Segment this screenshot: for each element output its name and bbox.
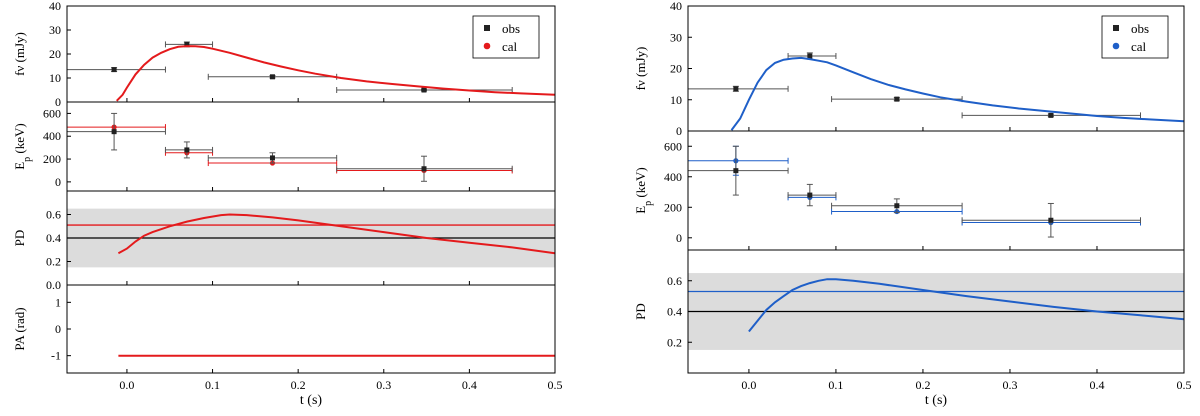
y-tick-label: 20 bbox=[49, 47, 61, 61]
panel-frame bbox=[66, 101, 556, 192]
x-tick-label: 0.0 bbox=[119, 378, 134, 392]
x-tick-label: 0.5 bbox=[1177, 378, 1192, 392]
model-curve bbox=[117, 213, 555, 255]
observed-point bbox=[336, 155, 513, 182]
y-axis-label: Ep (keV) bbox=[633, 167, 654, 214]
y-axis-label: fν (mJy) bbox=[12, 32, 27, 76]
observed-point bbox=[688, 145, 789, 196]
observed-point bbox=[787, 183, 837, 207]
observed-point bbox=[961, 112, 1141, 119]
y-tick-label: 30 bbox=[49, 23, 61, 37]
y-tick-label: 20 bbox=[670, 62, 682, 76]
y-axis-label: PA (rad) bbox=[12, 307, 27, 350]
y-tick-label: 40 bbox=[670, 0, 682, 13]
y-tick-label: 0.2 bbox=[46, 255, 61, 269]
x-tick-label: 0.2 bbox=[915, 378, 930, 392]
y-tick-label: 0.6 bbox=[46, 208, 61, 222]
y-tick-label: 10 bbox=[670, 93, 682, 107]
y-tick-label: 600 bbox=[43, 106, 61, 120]
legend-obs-marker bbox=[1113, 25, 1119, 31]
legend: obs cal bbox=[1101, 15, 1169, 59]
x-tick-label: 0.0 bbox=[741, 378, 756, 392]
panel-frame bbox=[687, 130, 1185, 251]
x-axis-label: t (s) bbox=[925, 393, 948, 408]
x-tick-label: 0.4 bbox=[1089, 378, 1104, 392]
panel-flux: 0 10 20 30 40 fν (mJy) obs cal bbox=[12, 0, 556, 109]
legend-obs-label: obs bbox=[502, 21, 520, 36]
observed-point bbox=[164, 141, 214, 159]
y-axis-label: fν (mJy) bbox=[633, 47, 648, 91]
legend-cal-marker bbox=[483, 42, 491, 50]
x-tick-label: 0.3 bbox=[1002, 378, 1017, 392]
x-tick-label: 0.1 bbox=[828, 378, 843, 392]
right-figure: 0 10 20 30 40 fν (mJy) obs cal 0 200 400 600 Ep (keV… bbox=[633, 0, 1192, 408]
x-tick-label: 0.2 bbox=[291, 378, 306, 392]
y-tick-label: 40 bbox=[49, 0, 61, 13]
y-tick-label: 30 bbox=[670, 30, 682, 44]
legend-obs-label: obs bbox=[1131, 21, 1149, 36]
y-tick-label: 0.4 bbox=[46, 231, 61, 245]
observed-point bbox=[961, 202, 1141, 238]
y-axis-label: PD bbox=[12, 230, 27, 247]
legend-cal-label: cal bbox=[502, 39, 518, 54]
observed-point bbox=[207, 152, 338, 164]
legend-cal-marker bbox=[1112, 42, 1120, 50]
y-tick-label: 0 bbox=[55, 322, 61, 336]
calculated-point bbox=[67, 124, 166, 131]
x-tick-label: 0.5 bbox=[548, 378, 563, 392]
y-tick-label: 400 bbox=[43, 129, 61, 143]
y-tick-label: -1 bbox=[51, 349, 61, 363]
panel-ep: 0 200 400 600 Ep (keV) bbox=[12, 101, 556, 192]
panel-pd: 0.0 0.2 0.4 0.6 PD bbox=[12, 190, 556, 292]
y-tick-label: 10 bbox=[49, 71, 61, 85]
y-axis-label: Ep (keV) bbox=[12, 123, 33, 170]
y-tick-label: 0.2 bbox=[667, 335, 682, 349]
legend-obs-marker bbox=[484, 25, 490, 31]
observed-point bbox=[831, 96, 963, 103]
x-tick-label: 0.4 bbox=[462, 378, 477, 392]
model-curve bbox=[730, 56, 1184, 131]
y-tick-label: 0.4 bbox=[667, 305, 682, 319]
y-tick-label: 400 bbox=[664, 170, 682, 184]
observed-point bbox=[831, 198, 963, 214]
legend-box bbox=[472, 15, 540, 59]
model-curve bbox=[115, 45, 555, 102]
observed-point bbox=[336, 87, 513, 93]
legend-cal-label: cal bbox=[1131, 39, 1147, 54]
model-curve bbox=[748, 278, 1184, 333]
y-tick-label: 0.6 bbox=[667, 274, 682, 288]
x-axis-label: t (s) bbox=[300, 393, 323, 408]
y-tick-label: 0 bbox=[55, 95, 61, 109]
legend-box bbox=[1101, 15, 1169, 59]
panel-pd: 0.2 0.4 0.6 PD bbox=[633, 249, 1185, 374]
observed-point bbox=[67, 66, 166, 73]
panel-ep: 0 200 400 600 Ep (keV) bbox=[633, 130, 1185, 251]
x-tick-label: 0.3 bbox=[376, 378, 391, 392]
observed-point bbox=[688, 85, 789, 92]
x-tick-label: 0.1 bbox=[205, 378, 220, 392]
y-tick-label: 0 bbox=[55, 175, 61, 189]
legend: obs cal bbox=[472, 15, 540, 59]
observed-point bbox=[67, 112, 166, 151]
y-tick-label: 1 bbox=[55, 295, 61, 309]
y-tick-label: 0 bbox=[676, 231, 682, 245]
y-tick-label: 200 bbox=[664, 200, 682, 214]
y-axis-label: PD bbox=[633, 303, 648, 320]
panel-frame bbox=[66, 284, 556, 374]
y-tick-label: 0.0 bbox=[46, 278, 61, 292]
y-tick-label: 0 bbox=[676, 124, 682, 138]
panel-pa: -1 0 1 PA (rad) bbox=[12, 284, 556, 374]
panel-flux: 0 10 20 30 40 fν (mJy) obs cal bbox=[633, 0, 1185, 138]
y-tick-label: 600 bbox=[664, 139, 682, 153]
y-tick-label: 200 bbox=[43, 152, 61, 166]
